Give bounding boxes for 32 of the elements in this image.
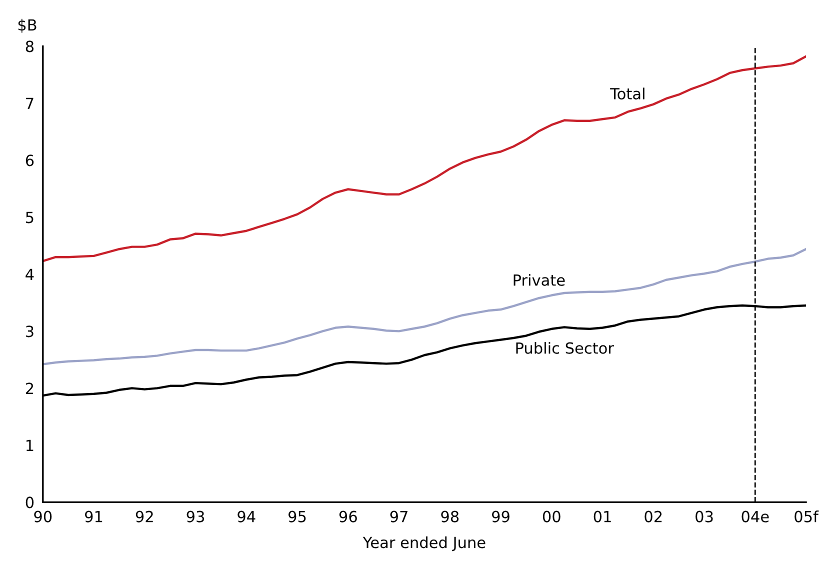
x-tick-label: 90 xyxy=(34,510,52,522)
x-tick-label: 03 xyxy=(696,510,713,522)
x-tick-label: 99 xyxy=(492,510,510,522)
x-tick-label: 94 xyxy=(238,510,256,522)
y-tick-label: 4 xyxy=(26,268,34,280)
series-label: Total xyxy=(610,88,644,100)
y-tick-label: 5 xyxy=(26,212,34,224)
y-axis-title: $B xyxy=(18,18,36,33)
line-series xyxy=(42,55,806,262)
x-axis-title: Year ended June xyxy=(362,536,486,552)
x-tick-label: 96 xyxy=(339,510,357,522)
x-tick-label: 05f xyxy=(794,510,819,522)
x-tick-label: 98 xyxy=(441,510,459,522)
series-label: Public Sector xyxy=(516,342,614,354)
y-tick-label: 0 xyxy=(26,496,34,508)
y-tick-label: 2 xyxy=(26,382,34,394)
x-tick-label: 95 xyxy=(288,510,306,522)
x-tick-label: 00 xyxy=(542,510,560,522)
line-series xyxy=(42,248,806,366)
y-tick-label: 6 xyxy=(26,154,34,166)
x-tick-label: 04e xyxy=(742,510,769,522)
y-tick-label: 8 xyxy=(26,40,34,52)
y-tick-label: 7 xyxy=(26,98,34,109)
x-tick-label: 93 xyxy=(186,510,204,522)
x-tick-label: 02 xyxy=(644,510,662,522)
x-tick-label: 91 xyxy=(85,510,102,522)
x-tick-label: 92 xyxy=(136,510,153,522)
y-tick-label: 1 xyxy=(26,440,34,451)
x-tick-label: 97 xyxy=(390,510,408,522)
x-tick-label: 01 xyxy=(594,510,611,522)
series-label: Private xyxy=(514,274,565,286)
y-tick-label: 3 xyxy=(26,326,34,338)
